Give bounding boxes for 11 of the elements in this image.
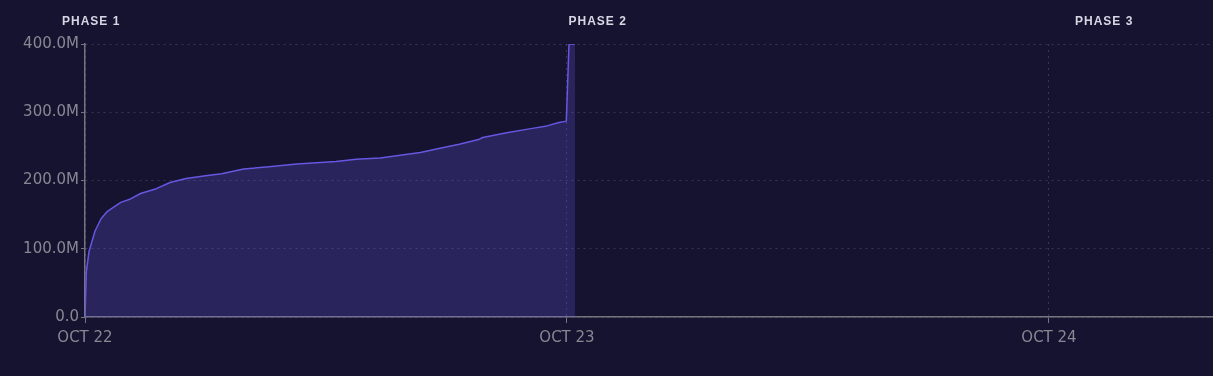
y-tick-label: 300.0M [23,102,79,121]
x-tick-label: OCT 23 [539,327,595,346]
x-tick-label: OCT 22 [57,327,113,346]
y-tick-label: 100.0M [23,238,79,257]
text: PHASE 1 [62,14,121,28]
y-tick-label: 200.0M [23,170,79,189]
text: PHASE 3 [1075,14,1134,28]
y-tick-label: 400.0M [23,33,79,52]
y-tick-label: 0.0 [55,306,79,325]
x-tick-label: OCT 24 [1021,327,1077,346]
text: PHASE 2 [568,14,627,28]
